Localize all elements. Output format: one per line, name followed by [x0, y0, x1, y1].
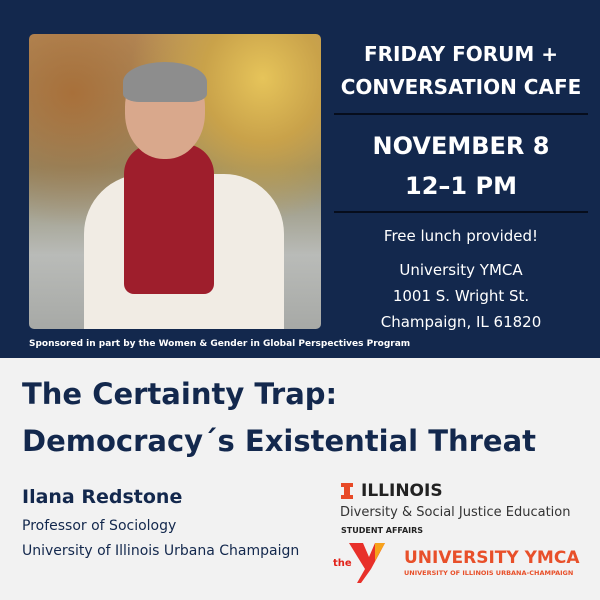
event-time: 12–1 PM	[405, 172, 517, 200]
ymca-the-text: the	[333, 558, 352, 569]
series-line-2: CONVERSATION CAFE	[340, 75, 582, 99]
event-when: NOVEMBER 8 12–1 PM	[330, 126, 592, 206]
illinois-logo-text: ILLINOIS	[361, 481, 443, 501]
speaker-name: Ilana Redstone	[22, 486, 183, 508]
lunch-note: Free lunch provided!	[383, 227, 539, 245]
ymca-y-icon	[349, 543, 385, 583]
speaker-role: Professor of Sociology	[22, 518, 177, 534]
sponsor-note: Sponsored in part by the Women & Gender …	[29, 339, 411, 349]
venue-name: University YMCA	[399, 261, 523, 279]
divider	[334, 211, 588, 213]
student-affairs-text: STUDENT AFFAIRS	[341, 526, 424, 535]
ymca-logo-text: UNIVERSITY YMCA	[404, 548, 580, 568]
dsje-text: Diversity & Social Justice Education	[340, 505, 571, 520]
scarf	[124, 144, 214, 294]
hair	[123, 62, 207, 102]
event-date: NOVEMBER 8	[372, 132, 550, 160]
venue-city: Champaign, IL 61820	[380, 313, 542, 331]
talk-title-line-2: Democracy´s Existential Threat	[22, 424, 537, 458]
venue-street: 1001 S. Wright St.	[392, 287, 530, 305]
speaker-affiliation: University of Illinois Urbana Champaign	[22, 543, 300, 559]
divider	[334, 113, 588, 115]
ymca-subtitle: UNIVERSITY OF ILLINOIS URBANA-CHAMPAIGN	[404, 569, 574, 577]
speaker-photo	[29, 34, 321, 329]
event-series: FRIDAY FORUM + CONVERSATION CAFE	[330, 38, 592, 104]
illinois-block-i-icon	[341, 483, 353, 499]
talk-title-line-1: The Certainty Trap:	[22, 377, 338, 411]
series-line-1: FRIDAY FORUM +	[363, 42, 559, 66]
venue: University YMCA 1001 S. Wright St. Champ…	[330, 257, 592, 335]
